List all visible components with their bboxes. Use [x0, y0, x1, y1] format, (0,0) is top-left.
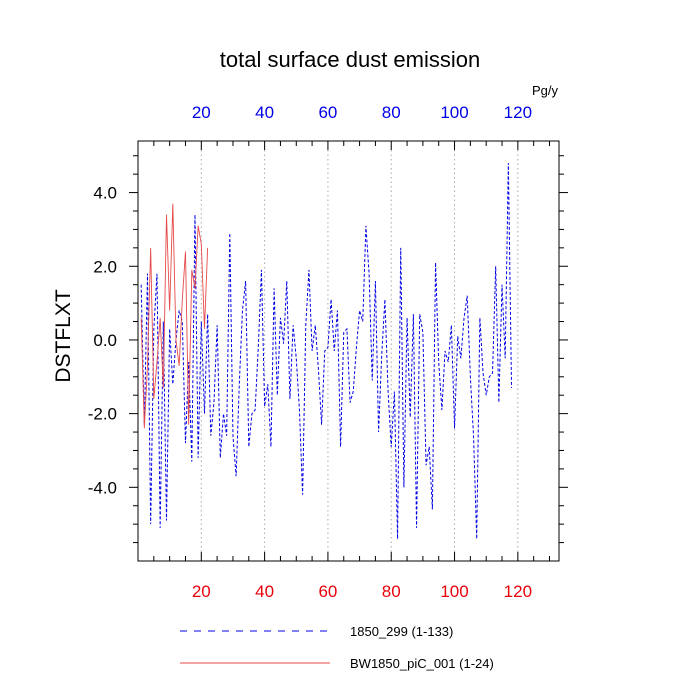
- label-layer: 20 20 40 40 60 60 80 80 100 100 120 120 -4.0 -2.0 0.0 2…: [88, 103, 532, 601]
- x-tick-label-bottom-40: 40: [255, 582, 274, 601]
- chart-title: total surface dust emission: [220, 47, 480, 72]
- x-tick-label-bottom-60: 60: [318, 582, 337, 601]
- x-tick-label-bottom-20: 20: [192, 582, 211, 601]
- y-axis-label: DSTFLXT: [52, 289, 75, 383]
- y-tick-label-0: -4.0: [88, 478, 117, 497]
- y-tick-label-4: 4.0: [93, 184, 117, 203]
- series-line-0: [140, 163, 513, 539]
- units-label: Pg/y: [532, 83, 559, 98]
- plot-frame: [137, 140, 560, 562]
- series-layer: [140, 163, 513, 539]
- series-line-1: [140, 203, 209, 429]
- y-tick-label-3: 2.0: [93, 257, 117, 276]
- x-tick-label-top-20: 20: [192, 103, 211, 122]
- legend-label-1850-299: 1850_299 (1-133): [350, 624, 453, 639]
- tick-layer: [129, 141, 568, 561]
- legend: 1850_299 (1-133) BW1850_piC_001 (1-24): [180, 624, 494, 671]
- x-tick-label-bottom-100: 100: [440, 582, 468, 601]
- legend-label-bw1850-pic-001: BW1850_piC_001 (1-24): [350, 656, 494, 671]
- x-tick-label-bottom-120: 120: [504, 582, 532, 601]
- x-tick-label-top-120: 120: [504, 103, 532, 122]
- y-tick-label-2: 0.0: [93, 331, 117, 350]
- grid-layer: [200, 141, 519, 561]
- x-tick-label-top-60: 60: [318, 103, 337, 122]
- x-tick-label-bottom-80: 80: [382, 582, 401, 601]
- y-tick-label-1: -2.0: [88, 405, 117, 424]
- x-tick-label-top-100: 100: [440, 103, 468, 122]
- x-tick-label-top-40: 40: [255, 103, 274, 122]
- x-tick-label-top-80: 80: [382, 103, 401, 122]
